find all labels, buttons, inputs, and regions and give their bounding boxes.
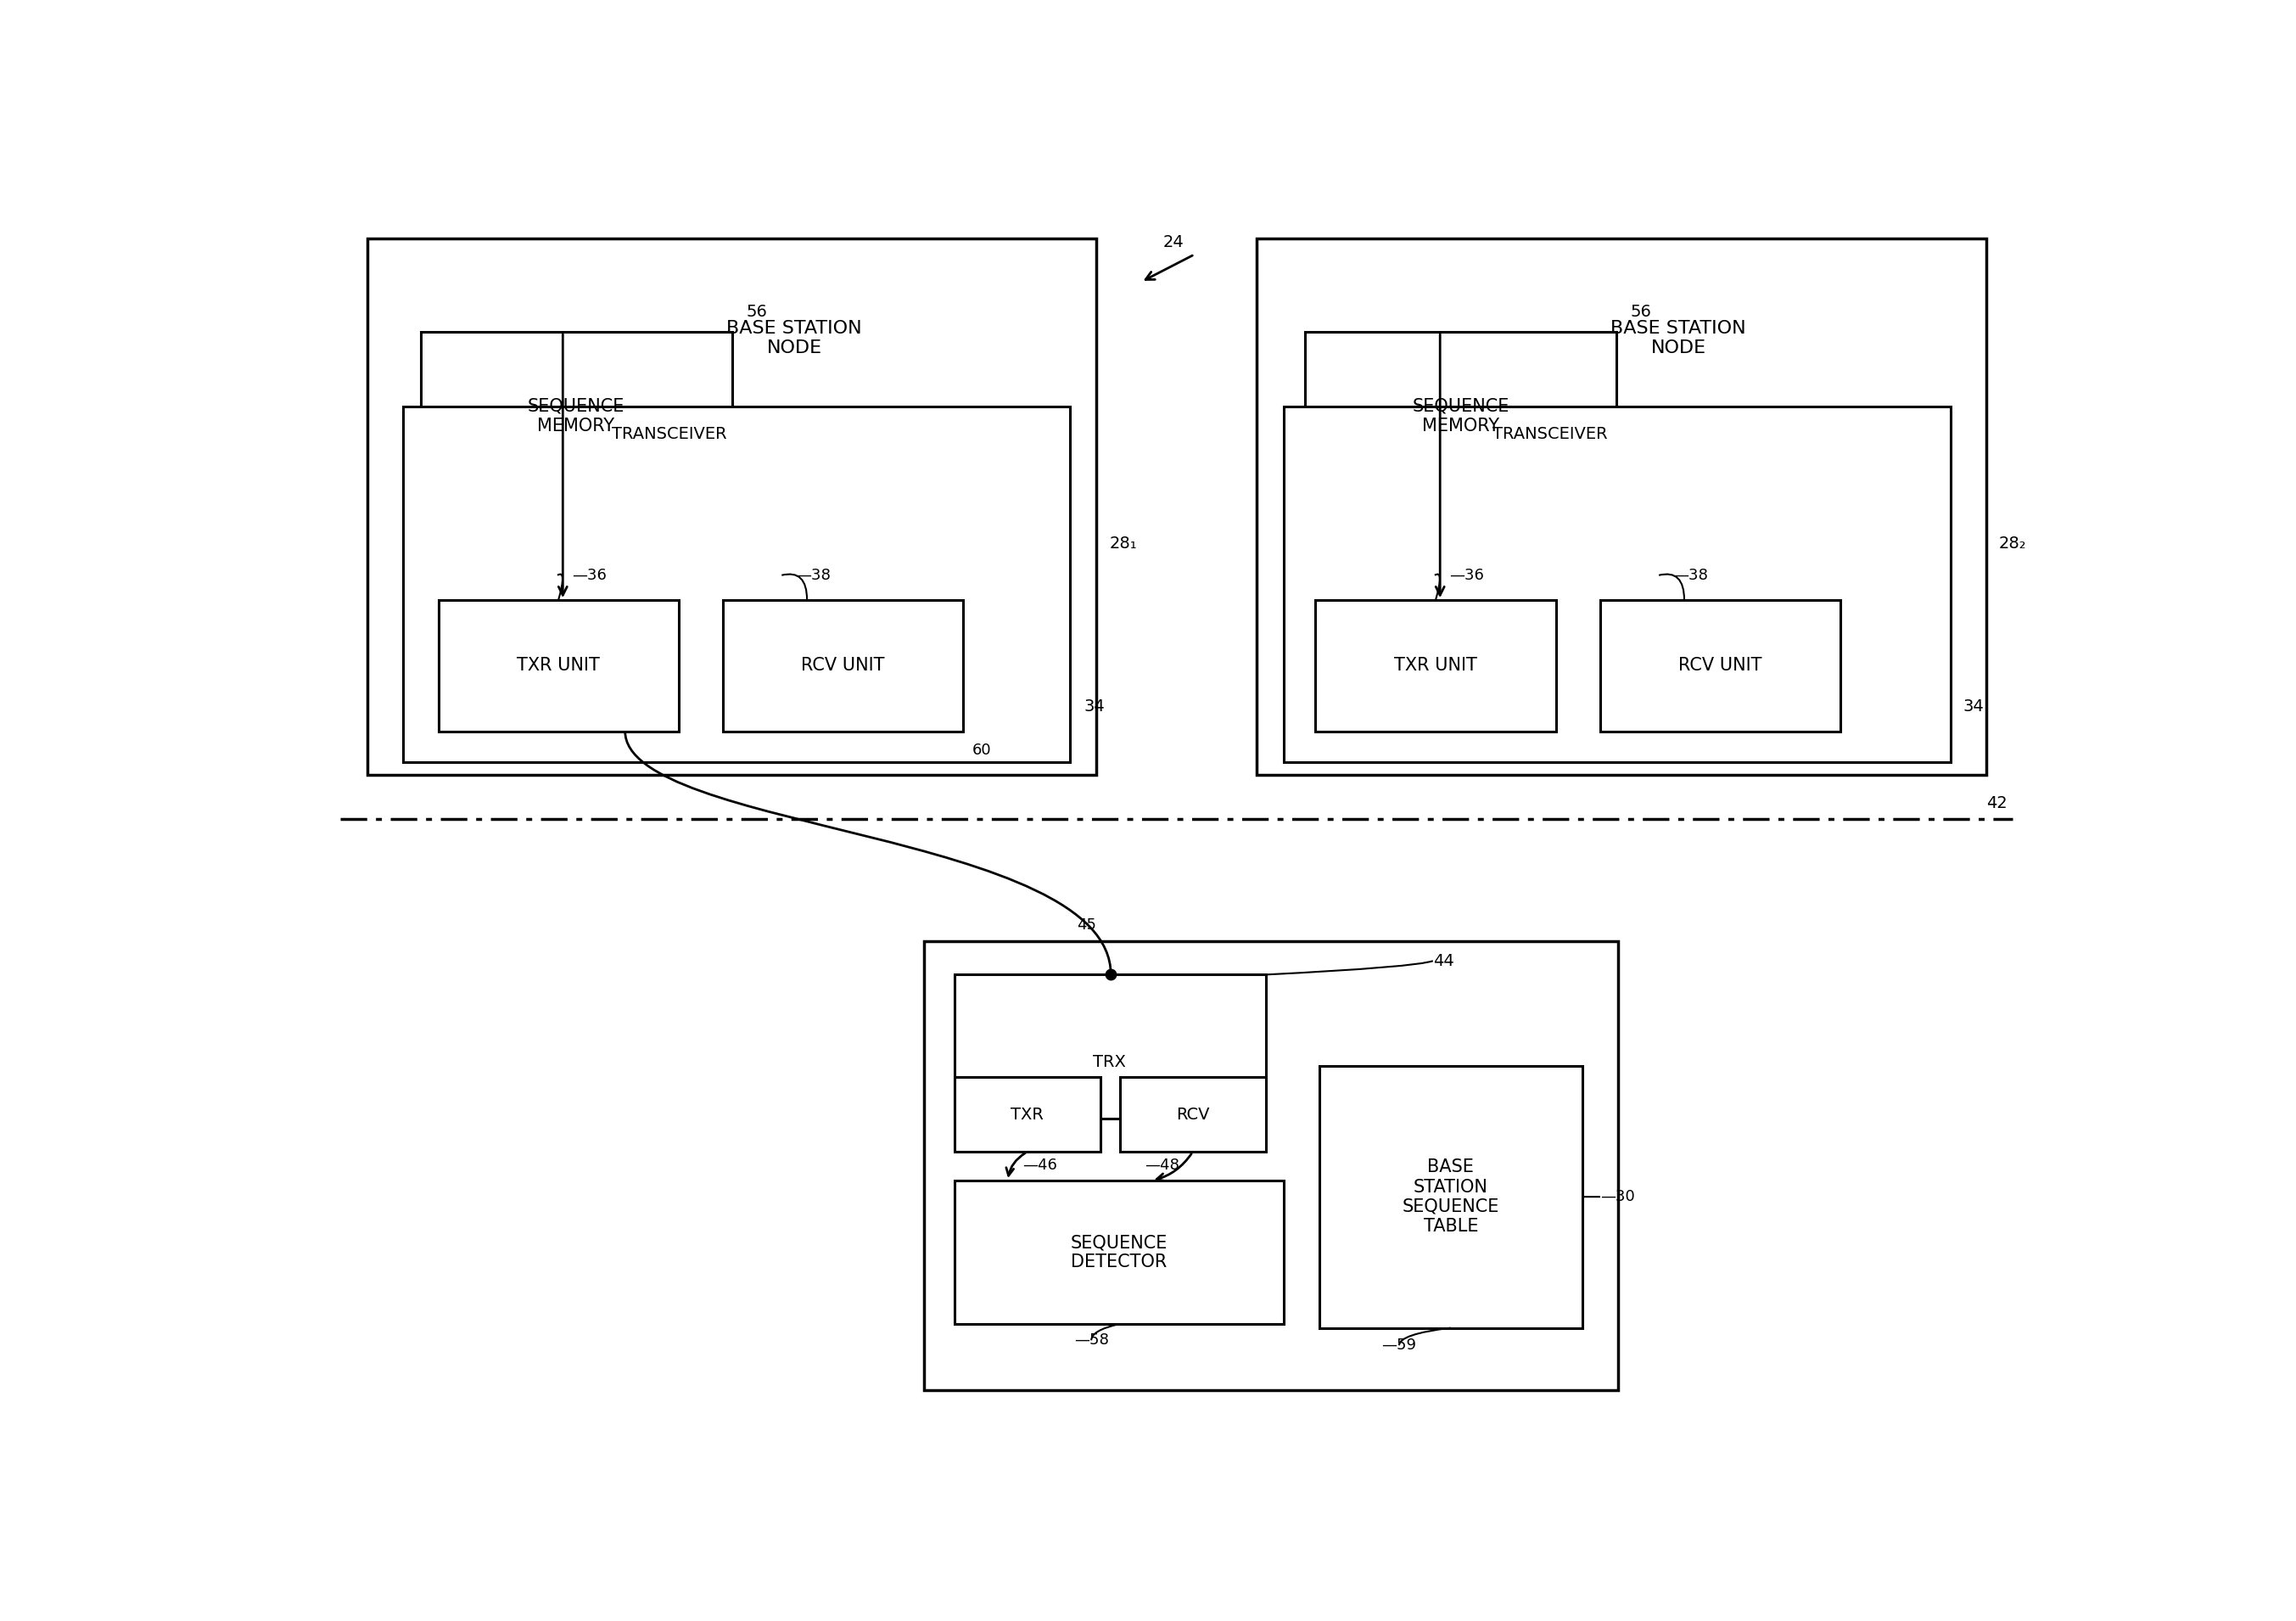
Text: 28₁: 28₁ [1109,537,1137,553]
Text: 60: 60 [971,742,992,757]
Text: —36: —36 [572,567,606,584]
Text: —30: —30 [1600,1190,1635,1204]
Text: TXR: TXR [1010,1107,1045,1122]
Text: TRANSCEIVER: TRANSCEIVER [1492,426,1607,443]
Text: BASE STATION
NODE: BASE STATION NODE [726,319,861,357]
Text: —58: —58 [1075,1332,1109,1349]
FancyBboxPatch shape [1256,238,1986,775]
Text: RCV UNIT: RCV UNIT [1678,657,1761,674]
FancyBboxPatch shape [1318,1065,1582,1328]
Text: SEQUENCE
MEMORY: SEQUENCE MEMORY [1412,397,1508,434]
Text: TRANSCEIVER: TRANSCEIVER [613,426,728,443]
Text: 56: 56 [1630,303,1651,319]
Text: 34: 34 [1084,699,1104,715]
Text: 56: 56 [746,303,767,319]
FancyBboxPatch shape [439,600,680,731]
FancyBboxPatch shape [955,1180,1283,1324]
FancyBboxPatch shape [955,974,1265,1118]
FancyBboxPatch shape [923,940,1619,1391]
Text: 34: 34 [1963,699,1984,715]
Text: 45: 45 [1077,917,1097,932]
Text: 42: 42 [1986,796,2007,812]
Text: 44: 44 [1433,953,1453,969]
FancyBboxPatch shape [723,600,964,731]
Text: SEQUENCE
DETECTOR: SEQUENCE DETECTOR [1070,1234,1166,1271]
FancyBboxPatch shape [1283,407,1952,762]
Text: TXR UNIT: TXR UNIT [517,657,599,674]
FancyBboxPatch shape [1304,332,1616,501]
FancyBboxPatch shape [1316,600,1557,731]
FancyBboxPatch shape [1600,600,1841,731]
FancyBboxPatch shape [955,1076,1100,1153]
Text: —36: —36 [1449,567,1483,584]
Text: SEQUENCE
MEMORY: SEQUENCE MEMORY [528,397,625,434]
Text: TXR UNIT: TXR UNIT [1394,657,1476,674]
Text: RCV UNIT: RCV UNIT [801,657,884,674]
Text: BASE STATION
NODE: BASE STATION NODE [1612,319,1747,357]
Text: —59: —59 [1382,1337,1417,1354]
FancyBboxPatch shape [402,407,1070,762]
Text: 28₂: 28₂ [2000,537,2027,553]
FancyBboxPatch shape [420,332,732,501]
Text: 24: 24 [1162,233,1185,250]
Text: —46: —46 [1022,1157,1056,1174]
FancyBboxPatch shape [367,238,1097,775]
FancyBboxPatch shape [1120,1076,1265,1153]
Text: BASE
STATION
SEQUENCE
TABLE: BASE STATION SEQUENCE TABLE [1403,1159,1499,1235]
Text: —38: —38 [797,567,831,584]
Text: TRX: TRX [1093,1054,1125,1070]
Text: —48: —48 [1146,1157,1180,1174]
Text: RCV: RCV [1176,1107,1210,1122]
Text: —38: —38 [1674,567,1708,584]
